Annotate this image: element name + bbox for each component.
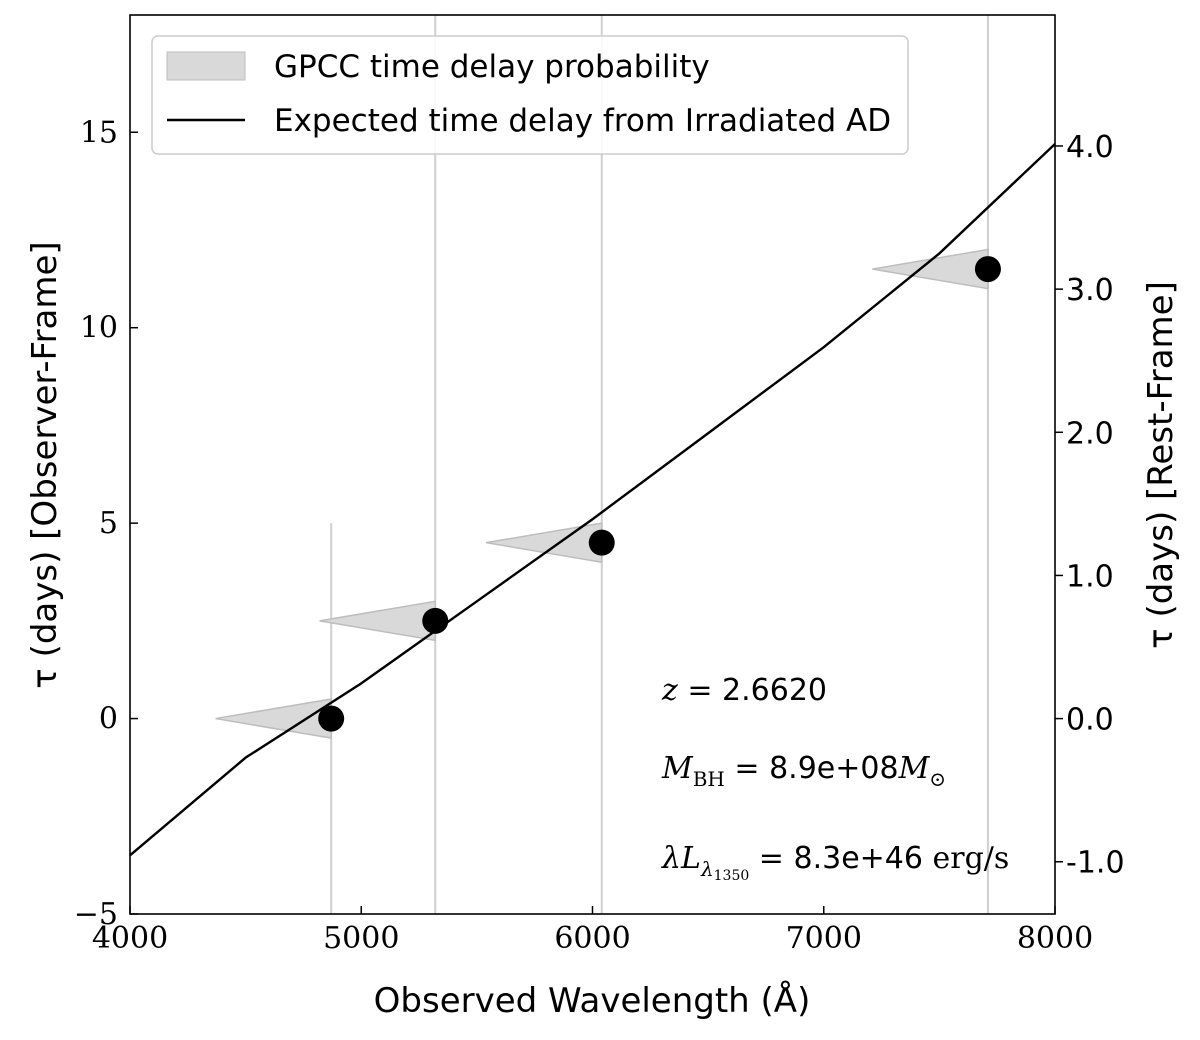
- lag-point-0: [318, 705, 345, 732]
- annotation-luminosity: λLλ1350 = 8.3e+46 erg/s: [661, 841, 1009, 884]
- y2-tick-label: 3.0: [1066, 273, 1114, 308]
- y-tick-label: −5: [74, 897, 118, 932]
- x-axis-ticks: 4000 5000 6000 7000 8000: [92, 906, 1093, 956]
- legend-box: [151, 35, 909, 155]
- x-tick-label: 6000: [554, 921, 630, 956]
- y2-tick-label: 2.0: [1066, 416, 1114, 451]
- lag-points-layer: [318, 256, 1001, 732]
- gpcc-probability-shape: [872, 248, 989, 290]
- gpcc-probability-shape: [319, 600, 436, 642]
- y2-tick-label: 0.0: [1066, 703, 1114, 738]
- annotations: z = 2.6620 MBH = 8.9e+08M⊙ λLλ1350 = 8.3…: [661, 673, 1009, 884]
- y-tick-label: 5: [99, 506, 118, 541]
- lag-point-1: [422, 607, 449, 634]
- expected-delay-line: [130, 143, 1055, 857]
- y2-axis-ticks: -1.0 0.0 1.0 2.0 3.0 4.0: [1055, 130, 1125, 881]
- x-tick-label: 7000: [786, 921, 862, 956]
- gpcc-probability-shape: [215, 698, 332, 739]
- legend: GPCC time delay probability Expected tim…: [151, 35, 909, 155]
- y-axis-ticks: −5 0 5 10 15: [74, 115, 138, 932]
- y-tick-label: 10: [80, 311, 118, 346]
- y-tick-label: 0: [99, 702, 118, 737]
- gpcc-probability-layer: [215, 15, 989, 914]
- legend-label-model: Expected time delay from Irradiated AD: [274, 103, 891, 139]
- lag-point-2: [588, 529, 615, 556]
- lag-point-3: [974, 256, 1001, 283]
- x-tick-label: 4000: [92, 921, 168, 956]
- legend-patch-gpcc: [166, 51, 246, 81]
- legend-label-gpcc: GPCC time delay probability: [274, 49, 710, 85]
- gpcc-violin-0: [215, 523, 333, 914]
- y2-tick-label: -1.0: [1066, 846, 1125, 881]
- y2-tick-label: 1.0: [1066, 559, 1114, 594]
- y-axis-label: τ (days) [Observer-Frame]: [25, 241, 65, 688]
- gpcc-probability-shape: [486, 522, 603, 564]
- annotation-mass: MBH = 8.9e+08M⊙: [661, 751, 946, 791]
- y-tick-label: 15: [80, 115, 118, 150]
- x-axis-label: Observed Wavelength (Å): [374, 980, 811, 1021]
- annotation-redshift: z = 2.6620: [661, 673, 827, 708]
- x-tick-label: 8000: [1017, 921, 1093, 956]
- y2-tick-label: 4.0: [1066, 130, 1114, 165]
- y2-axis-label: τ (days) [Rest-Frame]: [1141, 281, 1181, 649]
- x-tick-label: 5000: [323, 921, 399, 956]
